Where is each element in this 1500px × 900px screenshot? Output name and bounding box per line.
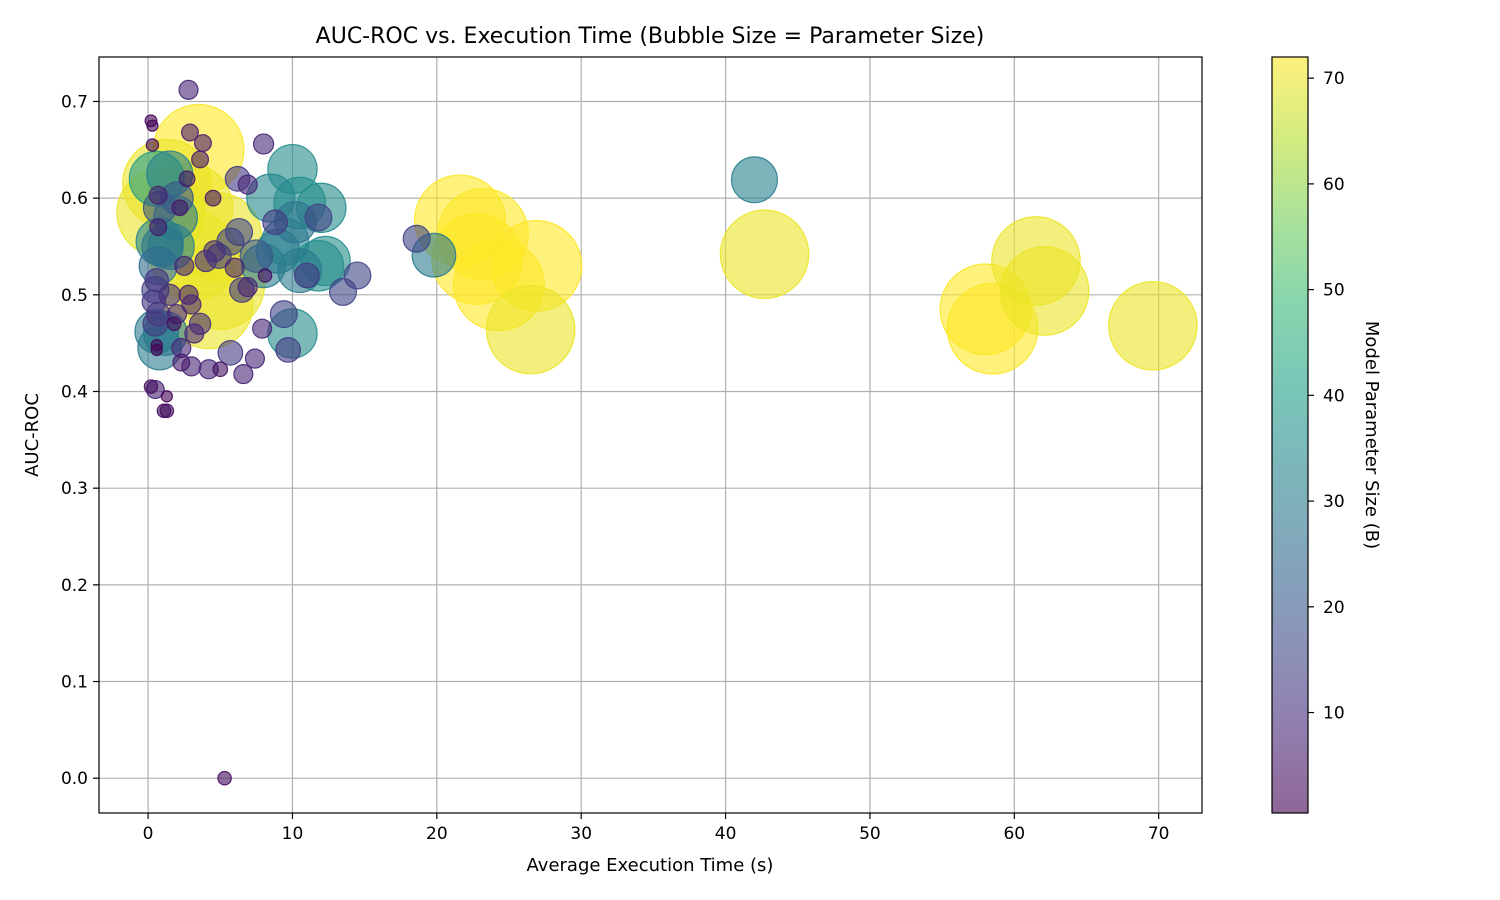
- x-tick-label: 60: [1003, 824, 1025, 844]
- bubbles: [116, 79, 1198, 786]
- x-tick-label: 70: [1148, 824, 1170, 844]
- bubble-point: [252, 318, 273, 339]
- bubble-point: [233, 364, 254, 385]
- y-tick-label: 0.4: [61, 382, 88, 402]
- bubble-point: [719, 209, 810, 300]
- bubble-point: [158, 283, 181, 307]
- colorbar-tick-label: 50: [1323, 281, 1345, 301]
- colorbar-tick-label: 70: [1323, 69, 1345, 89]
- bubble-point: [237, 174, 258, 195]
- bubble-point: [171, 199, 189, 217]
- x-tick-label: 30: [570, 824, 592, 844]
- bubble-point: [244, 348, 266, 369]
- bubble-point: [180, 123, 199, 142]
- bubble-point: [203, 240, 226, 263]
- bubble-point: [174, 255, 195, 276]
- plot-frame: [98, 56, 1203, 814]
- bubble-point: [166, 316, 182, 332]
- bubble-point: [204, 189, 222, 207]
- bubble-point: [148, 185, 168, 205]
- bubble-point: [1108, 280, 1198, 371]
- colorbar: [1272, 57, 1308, 813]
- x-tick-label: 40: [715, 824, 737, 844]
- y-tick-label: 0.0: [61, 769, 88, 789]
- bubble-point: [172, 353, 191, 372]
- colorbar-ticks: 10 20 30 40 50 60 70: [1308, 69, 1345, 724]
- bubble-point: [275, 337, 302, 363]
- bubble-point: [160, 390, 174, 403]
- bubble-point: [145, 301, 171, 327]
- colorbar-label: Model Parameter Size (B): [1361, 321, 1382, 549]
- colorbar-frame: [1271, 56, 1309, 814]
- bubble-point: [304, 203, 333, 232]
- bubble-point: [212, 361, 229, 378]
- bubble-point: [999, 246, 1090, 336]
- bubble-point: [269, 300, 298, 329]
- bubble-point: [225, 217, 254, 246]
- bubble-point: [184, 323, 205, 344]
- y-tick-label: 0.3: [61, 479, 88, 499]
- bubble-point: [150, 343, 163, 357]
- bubble-point: [193, 134, 212, 153]
- y-tick-label: 0.6: [61, 189, 88, 209]
- bubble-point: [178, 170, 196, 188]
- bubble-point: [143, 379, 159, 394]
- bubble-point: [191, 150, 210, 169]
- y-tick-label: 0.1: [61, 673, 88, 693]
- chart-title: AUC-ROC vs. Execution Time (Bubble Size …: [316, 24, 985, 49]
- bubble-point: [485, 284, 576, 375]
- x-axis-label: Average Execution Time (s): [527, 855, 774, 876]
- bubble-point: [145, 138, 160, 152]
- x-tick-label: 50: [859, 824, 881, 844]
- x-tick-label: 10: [282, 824, 304, 844]
- y-tick-label: 0.5: [61, 286, 88, 306]
- colorbar-tick-label: 30: [1323, 492, 1345, 512]
- bubble-point: [217, 339, 244, 366]
- bubble-point: [239, 239, 274, 273]
- colorbar-tick-label: 20: [1323, 598, 1345, 618]
- bubble-point: [178, 284, 199, 305]
- bubble-point: [252, 133, 275, 155]
- colorbar-tick-label: 10: [1323, 704, 1345, 724]
- bubble-point: [217, 770, 232, 786]
- x-axis-ticks: 0 10 20 30 40 50 60 70: [143, 813, 1170, 844]
- colorbar-tick-label: 40: [1323, 386, 1345, 406]
- bubble-point: [224, 257, 245, 278]
- bubble-point: [343, 261, 372, 290]
- y-axis-label: AUC-ROC: [22, 393, 43, 477]
- x-tick-label: 20: [426, 824, 448, 844]
- bubble-point: [159, 403, 175, 419]
- bubble-point: [262, 209, 289, 236]
- bubble-point: [294, 262, 320, 289]
- bubble-point: [178, 79, 199, 100]
- bubble-point: [257, 268, 273, 283]
- colorbar-tick-label: 60: [1323, 175, 1345, 195]
- bubble-point: [237, 277, 258, 298]
- y-tick-label: 0.7: [61, 92, 88, 112]
- bubble-point: [146, 119, 159, 132]
- bubble-point: [730, 156, 778, 204]
- bubble-point: [402, 224, 431, 253]
- bubble-point: [149, 218, 168, 237]
- y-tick-label: 0.2: [61, 576, 88, 596]
- y-axis-ticks: 0.0 0.1 0.2 0.3 0.4 0.5 0.6 0.7: [61, 92, 99, 789]
- x-tick-label: 0: [143, 824, 154, 844]
